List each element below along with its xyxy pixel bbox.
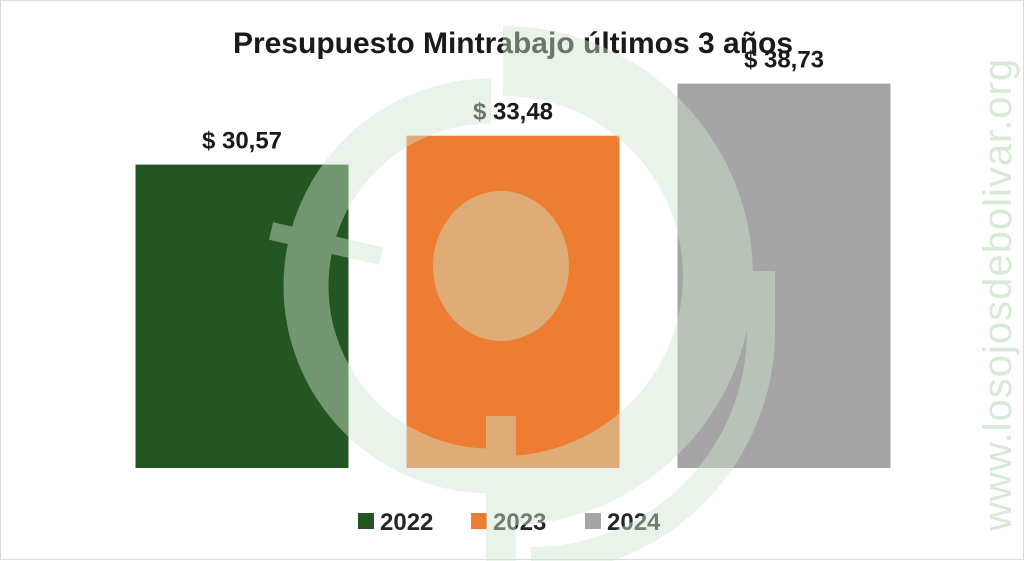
legend-swatch-2023 <box>471 513 487 529</box>
watermark-text: www.losojosdebolivar.org <box>976 58 1020 532</box>
bar-2023 <box>406 135 620 468</box>
legend-label-2023: 2023 <box>493 509 546 536</box>
bars-layer <box>135 83 891 469</box>
legend-swatch-2022 <box>358 513 374 529</box>
data-label-2023: $ 33,48 <box>473 99 553 126</box>
bar-2022 <box>135 164 349 468</box>
legend-swatch-2024 <box>585 513 601 529</box>
legend: 2022 2023 2024 <box>358 509 661 536</box>
data-label-2024: $ 38,73 <box>744 47 824 74</box>
data-label-2022: $ 30,57 <box>202 128 282 155</box>
bar-2024 <box>677 83 891 469</box>
legend-label-2022: 2022 <box>380 509 433 536</box>
legend-label-2024: 2024 <box>607 509 661 536</box>
chart-title: Presupuesto Mintrabajo últimos 3 años <box>233 27 793 60</box>
data-labels-layer: $ 30,57 $ 33,48 $ 38,73 <box>202 47 824 155</box>
watermark-logo <box>269 26 775 561</box>
